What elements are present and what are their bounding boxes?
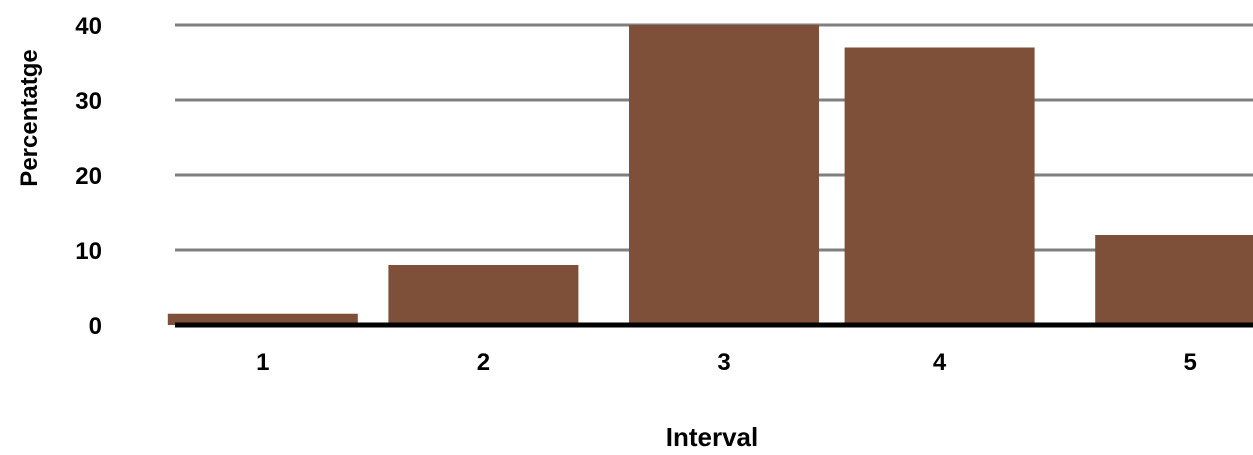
x-tick-label-3: 3 [717, 349, 730, 376]
x-tick-label-5: 5 [1184, 349, 1197, 376]
y-tick-label-10: 10 [75, 238, 102, 265]
x-tick-label-4: 4 [933, 349, 947, 376]
x-tick-label-2: 2 [477, 349, 490, 376]
bar-4 [845, 48, 1035, 326]
y-tick-label-20: 20 [75, 163, 102, 190]
x-tick-label-1: 1 [256, 349, 269, 376]
y-axis-title: Percentatge [16, 49, 43, 186]
bar-5 [1095, 235, 1253, 325]
y-tick-label-0: 0 [89, 313, 102, 340]
y-tick-label-40: 40 [75, 13, 102, 40]
y-tick-labels: 0 10 20 30 40 [75, 13, 102, 340]
bar-2 [388, 265, 578, 325]
y-tick-label-30: 30 [75, 88, 102, 115]
x-tick-labels: 1 2 3 4 5 [256, 349, 1197, 376]
bar-3 [629, 25, 819, 325]
x-axis-title: Interval [666, 422, 759, 450]
